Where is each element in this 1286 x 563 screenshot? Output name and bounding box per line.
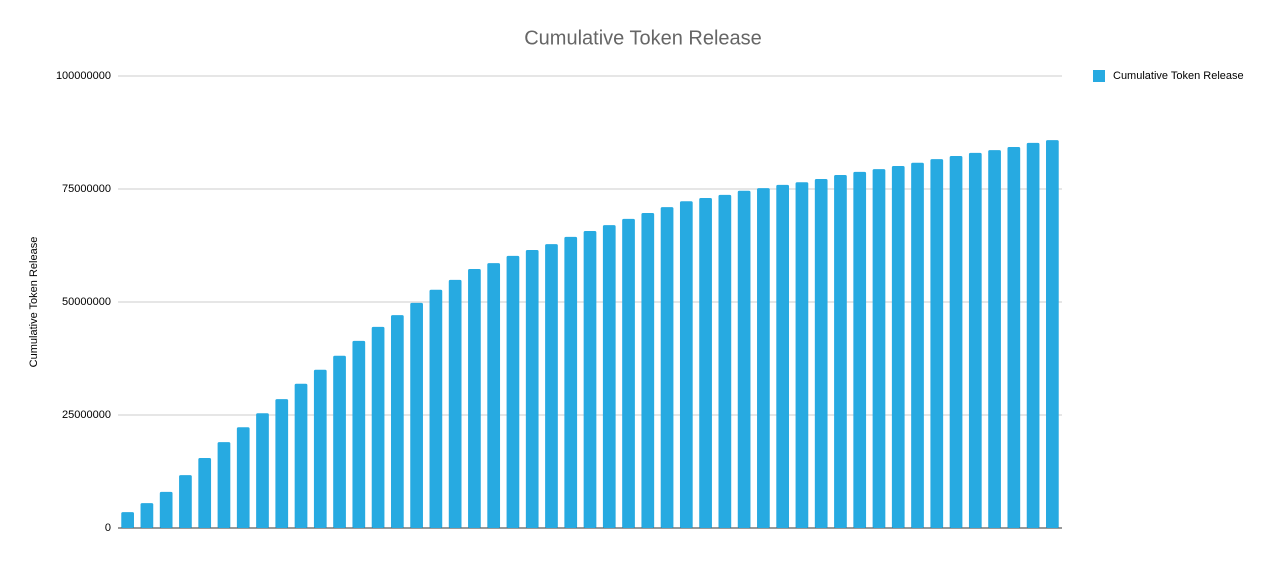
y-tick-label: 25000000 [62,409,111,421]
bar [699,198,712,529]
chart-title: Cumulative Token Release [524,27,762,49]
bar [198,457,212,528]
bar [968,152,982,528]
bar [390,315,404,528]
bar [313,369,327,528]
bar [911,162,924,528]
y-tick-label: 100000000 [56,70,111,82]
bar [930,159,944,528]
bar [776,184,790,528]
bar [179,475,192,528]
bar [429,289,443,528]
bar [891,165,905,528]
bar [1046,140,1059,528]
y-tick-label: 50000000 [62,296,111,308]
bar [140,503,154,528]
bar [814,179,828,528]
bar [718,194,732,528]
legend-swatch [1093,70,1105,82]
bar [1026,142,1040,528]
bar [545,244,558,529]
bar [988,150,1001,529]
bar [622,218,635,528]
y-tick-label: 75000000 [62,183,111,195]
bar [410,302,423,528]
bar [757,188,770,528]
bar [217,442,231,528]
bar [525,250,539,528]
bar [448,279,462,528]
bar [679,201,693,529]
bar [352,340,366,528]
bar [795,182,809,528]
bar [294,383,308,528]
bar [949,156,963,528]
bar [333,355,346,528]
bar [583,231,597,528]
bar [275,399,289,528]
bar [506,255,520,528]
bar [371,326,385,528]
bar [853,171,867,528]
bar [1007,146,1021,529]
bar [468,269,481,528]
bar [641,212,655,528]
bar [660,207,674,528]
legend-label: Cumulative Token Release [1113,70,1244,82]
bar [872,169,886,528]
bar [834,174,847,528]
bar [236,427,250,528]
bar [564,236,578,529]
bar [121,512,134,528]
bar [256,413,269,528]
y-tick-label: 0 [105,522,111,534]
bar [487,263,501,528]
bar [159,491,173,528]
bar [737,190,751,529]
y-axis-label: Cumulative Token Release [28,237,40,368]
bar [602,225,616,528]
